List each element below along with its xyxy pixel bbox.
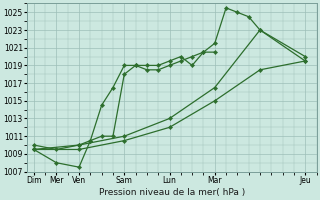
X-axis label: Pression niveau de la mer( hPa ): Pression niveau de la mer( hPa ) <box>99 188 245 197</box>
